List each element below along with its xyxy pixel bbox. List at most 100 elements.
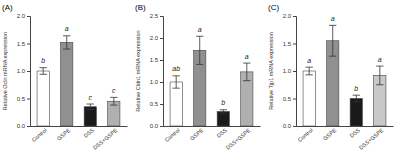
- y-tick: 2.5: [150, 13, 163, 19]
- x-tick-label: GSPE: [56, 127, 72, 142]
- axis-line: [160, 17, 164, 127]
- y-tick: 0.5: [150, 101, 163, 107]
- panel: 0.0 0.5 1.0 1.5 2.0 Control GSPE DSSDSS+GSPE b a c…: [2, 3, 128, 151]
- x-tick-label: GSPE: [322, 127, 338, 142]
- significance-letter: a: [378, 56, 382, 63]
- y-tick: 0.0: [283, 123, 296, 129]
- x-tick: DSS: [82, 127, 95, 139]
- y-tick-mark: [27, 126, 30, 127]
- y-tick-mark: [27, 44, 30, 45]
- error-bar-line: [220, 110, 227, 114]
- significance-letter: ab: [172, 65, 180, 72]
- bar: [303, 71, 315, 126]
- y-tick-mark: [293, 71, 296, 72]
- x-tick-label: DSS: [215, 127, 228, 139]
- y-tick-mark: [160, 16, 163, 17]
- axis-line: [31, 126, 128, 127]
- x-axis: Control GSPE DSSDSS+GSPE: [30, 127, 127, 151]
- significance-letter: c: [89, 94, 93, 101]
- error-bar: [306, 67, 313, 75]
- y-tick: 0.5: [283, 96, 296, 102]
- x-tick-label: DSS: [348, 127, 361, 139]
- y-tick: 2.0: [283, 13, 296, 19]
- y-tick-mark: [160, 126, 163, 127]
- y-tick: 1.0: [17, 68, 30, 74]
- y-tick-mark: [293, 99, 296, 100]
- y-tick: 2.0: [17, 13, 30, 19]
- y-tick: 0.0: [17, 123, 30, 129]
- y-tick-label: 0.0: [150, 123, 159, 129]
- x-tick-label: DSS+GSPE: [92, 127, 119, 151]
- y-tick: 1.0: [150, 79, 163, 85]
- y-tick-label: 1.5: [17, 41, 26, 47]
- error-bar-line: [110, 97, 117, 105]
- y-tick-label: 2.0: [17, 13, 26, 19]
- plot-area: [170, 36, 253, 126]
- error-bar: [110, 97, 117, 105]
- bar: [61, 42, 73, 126]
- error-bar-line: [376, 66, 383, 85]
- significance-letter: b: [221, 99, 225, 106]
- y-tick-label: 0.0: [283, 123, 292, 129]
- x-tick: DSS+GSPE: [92, 127, 119, 151]
- significance-letter: c: [112, 87, 116, 94]
- plot-area: [303, 25, 386, 126]
- x-tick: Control: [296, 127, 313, 143]
- significance-letter: a: [245, 53, 249, 60]
- axis-line: [293, 17, 297, 127]
- y-tick: 1.5: [283, 41, 296, 47]
- error-bar-line: [63, 36, 70, 49]
- y-tick-mark: [27, 99, 30, 100]
- y-tick-mark: [27, 16, 30, 17]
- y-tick-label: 1.0: [17, 68, 26, 74]
- x-tick-label: DSS+GSPE: [225, 127, 252, 151]
- error-bar: [376, 66, 383, 85]
- panel: 0.00.51.01.52.02.5ControlGSPEDSSDSS+GSPE…: [135, 3, 261, 151]
- y-tick: 1.0: [283, 68, 296, 74]
- x-tick-label: Control: [296, 127, 313, 143]
- x-tick-label: DSS+GSPE: [358, 127, 385, 151]
- y-axis-title: Relative Cldn1 mRNA expression: [135, 30, 141, 111]
- error-bar: [243, 63, 250, 81]
- y-tick-mark: [293, 44, 296, 45]
- y-tick-label: 1.0: [150, 79, 159, 85]
- y-tick-label: 2.0: [150, 35, 159, 41]
- error-bar-line: [329, 25, 336, 56]
- panel-label: (B): [135, 3, 146, 12]
- y-tick-mark: [160, 104, 163, 105]
- y-tick-mark: [160, 60, 163, 61]
- significance-letter: b: [41, 57, 45, 64]
- y-tick-mark: [27, 71, 30, 72]
- y-tick: 1.5: [150, 57, 163, 63]
- y-tick-label: 1.5: [283, 41, 292, 47]
- error-bar: [173, 76, 180, 88]
- axis-line: [164, 126, 261, 127]
- bar: [217, 111, 229, 126]
- x-tick-label: GSPE: [189, 127, 205, 142]
- y-axis-title: Relative Tjp1 mRNA expression: [268, 32, 274, 110]
- y-tick-label: 2.0: [283, 13, 292, 19]
- significance-letter: a: [307, 57, 311, 64]
- x-tick: DSS+GSPE: [358, 127, 385, 151]
- x-tick: DSS+GSPE: [225, 127, 252, 151]
- y-tick: 0.5: [17, 96, 30, 102]
- x-tick: DSS: [348, 127, 361, 139]
- y-axis: 0.0 0.5 1.0 1.5 2.0: [283, 13, 297, 129]
- y-tick: 0.0: [150, 123, 163, 129]
- y-tick-label: 1.0: [283, 68, 292, 74]
- figure: 0.00.51.01.52.0ControlGSPEDSSDSS+GSPEbac…: [0, 0, 399, 162]
- error-bar: [353, 95, 360, 102]
- y-tick: 2.0: [150, 35, 163, 41]
- error-bar-line: [87, 104, 94, 110]
- y-axis: 0.0 0.5 1.0 1.5 2.0 2.5: [150, 13, 164, 129]
- error-bar: [329, 25, 336, 56]
- x-tick-label: DSS: [82, 127, 95, 139]
- bar: [37, 71, 49, 126]
- error-bar: [87, 104, 94, 110]
- y-tick-label: 2.5: [150, 13, 159, 19]
- y-tick-label: 0.5: [17, 96, 26, 102]
- bar: [170, 82, 182, 126]
- x-tick-label: Control: [30, 127, 47, 143]
- y-axis: 0.0 0.5 1.0 1.5 2.0: [17, 13, 31, 129]
- significance-letter: a: [65, 25, 69, 32]
